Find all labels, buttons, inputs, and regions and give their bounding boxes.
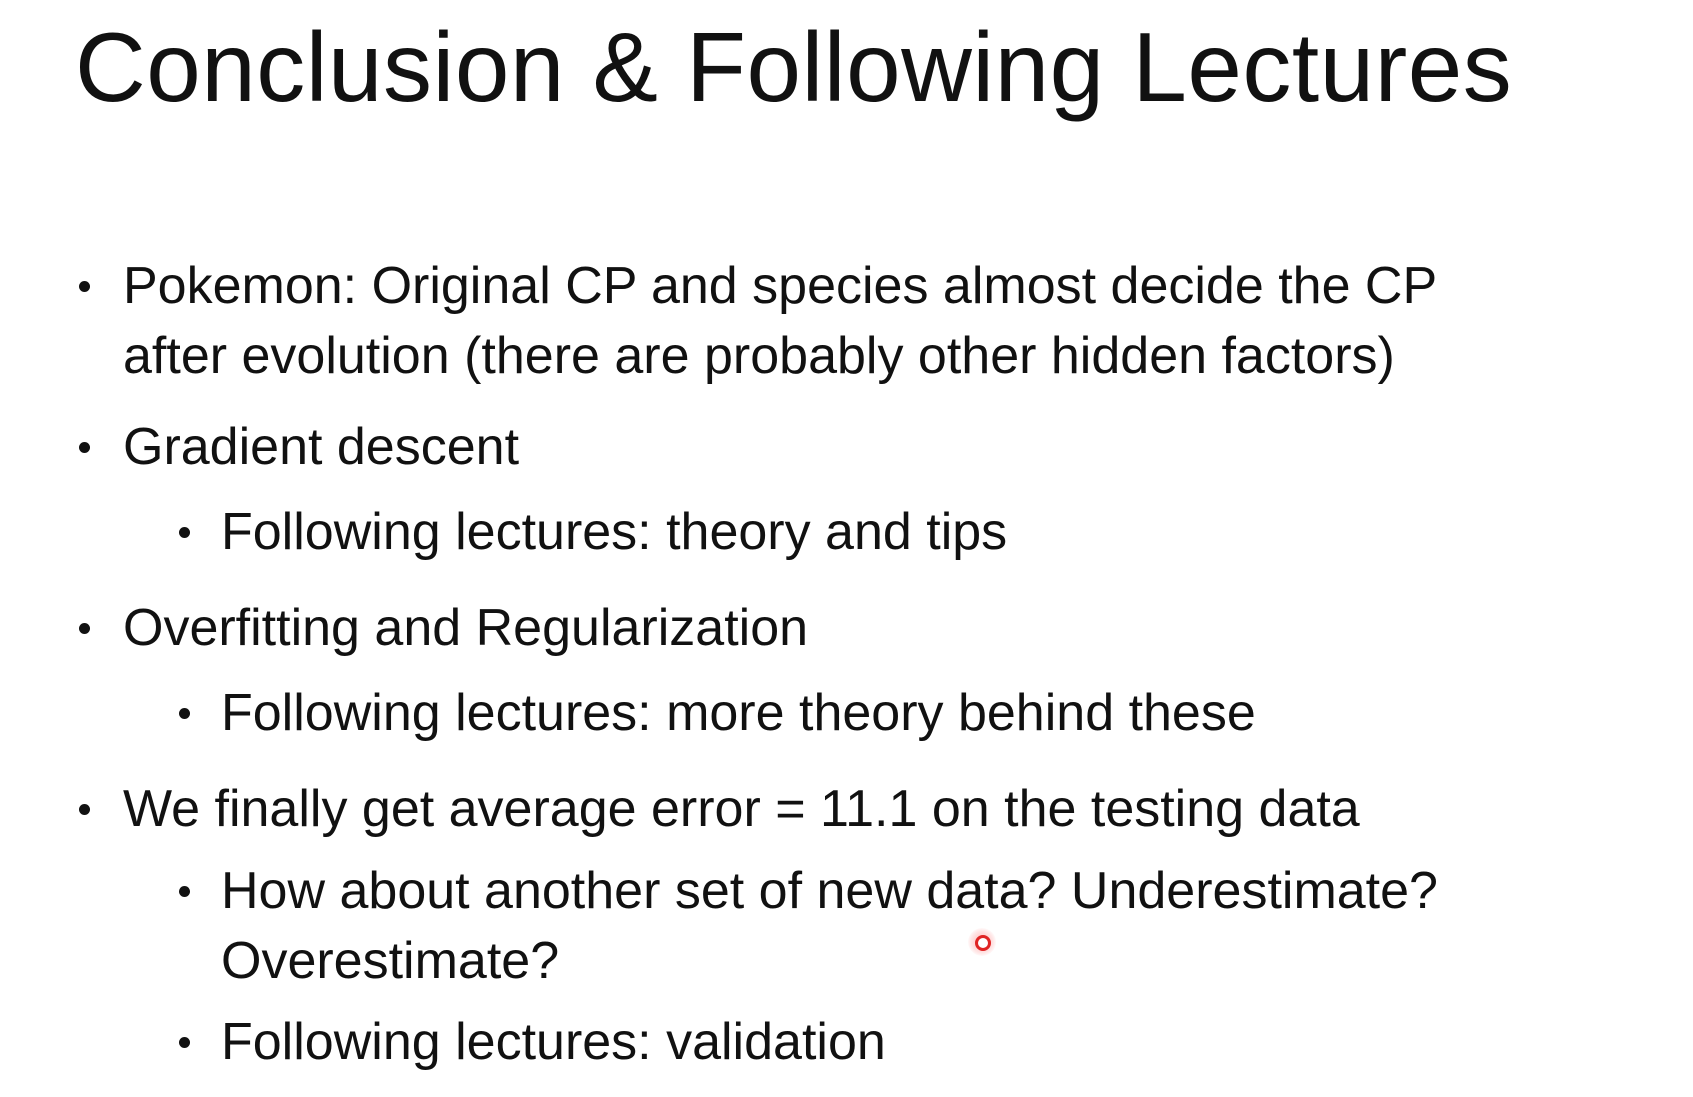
bullet-dot-icon — [179, 527, 190, 538]
bullet-dot-icon — [179, 708, 190, 719]
bullet-text-line: Pokemon: Original CP and species almost … — [123, 257, 1438, 315]
bullet-text: Gradient descent — [123, 418, 520, 476]
bullet-dot-icon — [179, 1037, 190, 1048]
bullet-average-error: We finally get average error = 11.1 on t… — [79, 774, 1360, 844]
bullet-dot-icon — [79, 442, 90, 453]
bullet-text: Following lectures: more theory behind t… — [221, 684, 1256, 742]
subbullet-new-data: How about another set of new data? Under… — [179, 856, 1438, 996]
bullet-text-line: Overestimate? — [221, 932, 560, 990]
bullet-text: Overfitting and Regularization — [123, 599, 809, 657]
slide-title: Conclusion & Following Lectures — [75, 12, 1513, 122]
bullet-text: Following lectures: validation — [221, 1013, 886, 1071]
bullet-dot-icon — [79, 623, 90, 634]
laser-pointer-icon — [968, 928, 996, 956]
bullet-gradient-descent: Gradient descent — [79, 412, 520, 482]
subbullet-more-theory: Following lectures: more theory behind t… — [179, 678, 1256, 748]
bullet-overfitting: Overfitting and Regularization — [79, 593, 809, 663]
subbullet-theory-and-tips: Following lectures: theory and tips — [179, 497, 1008, 567]
bullet-dot-icon — [79, 804, 90, 815]
bullet-text-line: after evolution (there are probably othe… — [123, 327, 1395, 385]
bullet-text: We finally get average error = 11.1 on t… — [123, 780, 1360, 838]
bullet-dot-icon — [79, 281, 90, 292]
bullet-pokemon: Pokemon: Original CP and species almost … — [79, 251, 1438, 391]
bullet-dot-icon — [179, 886, 190, 897]
bullet-text-line: How about another set of new data? Under… — [221, 862, 1438, 920]
bullet-text: Following lectures: theory and tips — [221, 503, 1008, 561]
subbullet-validation: Following lectures: validation — [179, 1007, 886, 1077]
